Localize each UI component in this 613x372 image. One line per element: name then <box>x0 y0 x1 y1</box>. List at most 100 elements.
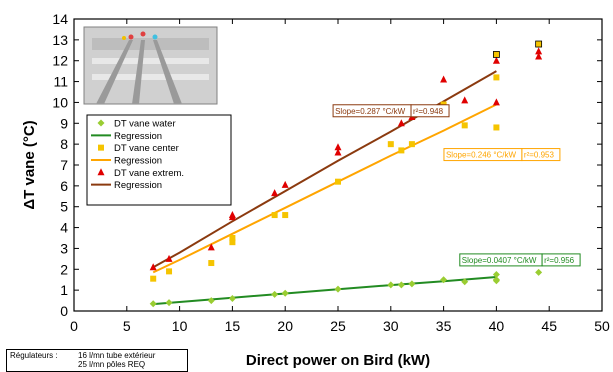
data-point-triangle <box>535 47 543 55</box>
data-point-diamond <box>334 285 342 293</box>
data-point-triangle <box>397 119 405 127</box>
data-point-diamond <box>271 290 279 298</box>
r2-text: r²=0.956 <box>544 256 575 265</box>
data-point-diamond <box>397 281 405 289</box>
data-point-square <box>461 122 468 129</box>
legend-label: Regression <box>114 131 162 142</box>
data-point-triangle <box>165 254 173 262</box>
legend-marker <box>97 168 105 176</box>
data-point-square <box>150 275 157 282</box>
regulator-line-1: 16 l/mn tube extérieur <box>78 351 156 360</box>
y-tick-label: 3 <box>60 240 68 256</box>
data-point-triangle <box>535 52 543 60</box>
y-tick-label: 13 <box>52 32 68 48</box>
data-point-square <box>408 141 415 148</box>
data-point-square <box>493 51 500 58</box>
data-point-diamond <box>408 280 416 288</box>
x-tick-label: 40 <box>489 318 505 334</box>
data-point-square <box>387 141 394 148</box>
data-point-triangle <box>149 263 157 271</box>
data-point-diamond <box>492 271 500 278</box>
data-point-square <box>535 41 542 48</box>
data-point-square <box>335 178 341 185</box>
data-point-triangle <box>334 143 342 151</box>
data-point-triangle <box>492 98 500 106</box>
x-tick-label: 45 <box>541 318 557 334</box>
slope-annotation: Slope=0.246 °C/kW r²=0.953 <box>443 148 561 162</box>
legend-label: DT vane center <box>114 143 179 154</box>
regulator-box: Régulateurs : 16 l/mn tube extérieur 25 … <box>6 349 188 372</box>
y-tick-label: 1 <box>60 282 68 298</box>
r2-text: r²=0.948 <box>413 107 444 116</box>
data-point-diamond <box>281 289 289 297</box>
slope-annotation: Slope=0.287 °C/kW r²=0.948 <box>332 104 450 118</box>
data-point-triangle <box>207 243 215 251</box>
data-point-diamond <box>207 297 215 305</box>
data-point-triangle <box>461 96 469 104</box>
y-axis-label: ΔT vane (°C) <box>21 120 38 209</box>
data-point-square <box>282 212 289 219</box>
y-tick-label: 11 <box>53 74 68 90</box>
regression-line-3 <box>152 103 497 274</box>
r2-text: r²=0.953 <box>524 151 555 160</box>
y-tick-label: 7 <box>60 157 68 173</box>
slope-annotation: Slope=0.0407 °C/kW r²=0.956 <box>459 253 581 267</box>
x-tick-label: 5 <box>123 318 131 334</box>
data-point-square <box>166 268 173 275</box>
legend-marker <box>97 119 105 127</box>
data-point-triangle <box>440 75 448 83</box>
y-tick-label: 4 <box>60 220 68 236</box>
x-tick-label: 0 <box>70 318 78 334</box>
r2-box <box>541 253 581 267</box>
slope-text: Slope=0.287 °C/kW <box>335 107 406 116</box>
data-point-diamond <box>149 300 157 308</box>
x-tick-label: 10 <box>172 318 188 334</box>
regression-line-1 <box>153 276 497 306</box>
x-tick-label: 20 <box>277 318 293 334</box>
data-point-square <box>208 260 215 267</box>
data-point-diamond <box>228 294 236 302</box>
slope-text: Slope=0.0407 °C/kW <box>462 256 537 265</box>
x-tick-label: 35 <box>436 318 452 334</box>
legend-label: DT vane water <box>114 119 176 130</box>
data-point-diamond <box>492 277 500 285</box>
y-tick-label: 14 <box>52 11 68 27</box>
data-point-square <box>493 74 500 81</box>
y-tick-label: 2 <box>60 261 68 277</box>
y-tick-label: 6 <box>60 178 68 194</box>
y-tick-label: 5 <box>60 199 68 215</box>
r2-box <box>410 104 450 118</box>
data-point-square <box>229 239 236 246</box>
data-points <box>149 40 543 308</box>
slope-annotations: Slope=0.287 °C/kW r²=0.948 Slope=0.246 °C/… <box>332 104 581 267</box>
data-point-diamond <box>165 299 173 307</box>
y-tick-label: 10 <box>52 94 68 110</box>
data-point-square <box>398 147 405 154</box>
regulator-line-2: 25 l/mn pôles REQ <box>78 360 146 369</box>
data-point-square <box>271 212 278 219</box>
data-point-square <box>229 235 236 241</box>
data-point-triangle <box>281 180 289 188</box>
data-point-triangle <box>492 56 500 64</box>
data-point-diamond <box>461 278 469 286</box>
data-point-outline <box>535 40 543 48</box>
data-point-diamond <box>387 281 395 289</box>
x-tick-label: 25 <box>330 318 346 334</box>
legend-label: DT vane extrem. <box>114 168 184 179</box>
data-point-triangle <box>334 148 342 156</box>
y-tick-label: 0 <box>60 303 68 319</box>
inset-photo <box>83 26 218 105</box>
data-point-triangle <box>271 189 279 197</box>
legend-label: Regression <box>114 180 162 191</box>
x-tick-label: 15 <box>225 318 241 334</box>
data-point-triangle <box>228 211 236 219</box>
data-point-outline <box>492 51 500 58</box>
x-axis-label: Direct power on Bird (kW) <box>246 352 430 369</box>
regulator-label: Régulateurs : <box>10 351 58 360</box>
legend-marker <box>98 144 104 151</box>
r2-box <box>521 148 561 162</box>
x-tick-label: 50 <box>594 318 610 334</box>
